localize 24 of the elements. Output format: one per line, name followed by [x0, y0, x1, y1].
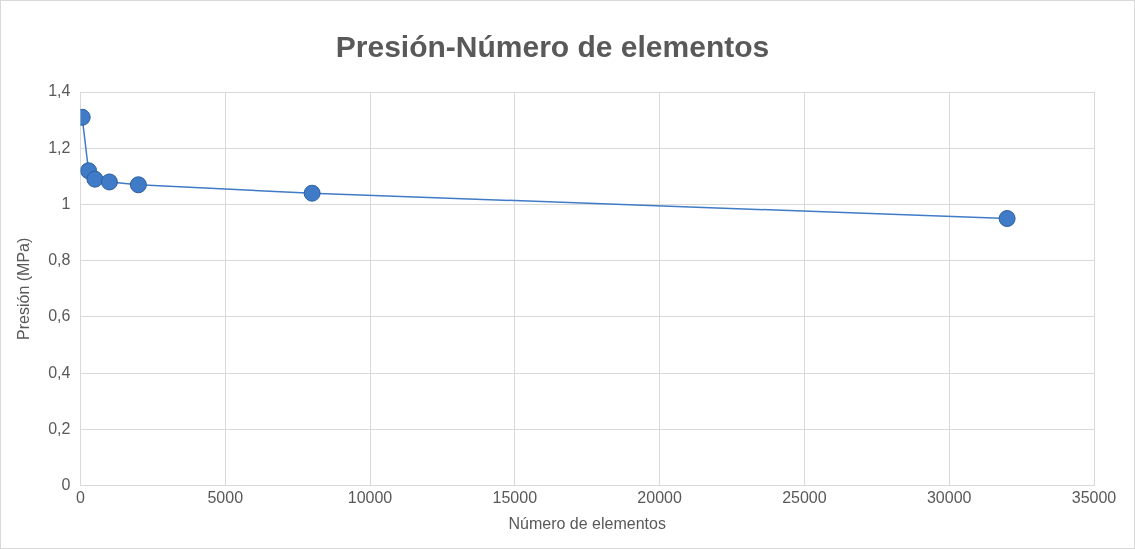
chart-title: Presión-Número de elementos	[335, 30, 770, 64]
point	[129, 176, 147, 194]
point	[100, 173, 118, 191]
y-tick-label: 0,8	[48, 251, 71, 269]
y-tick-label: 0	[61, 476, 71, 494]
y-tick-label: 0,6	[48, 307, 71, 325]
x-tick-label: 5000	[207, 488, 244, 506]
x-tick-label: 10000	[347, 488, 393, 506]
x-tick-label: 0	[75, 488, 85, 506]
x-tick-label: 25000	[782, 488, 827, 506]
y-tick-label: 1	[61, 194, 71, 212]
x-tick-label: 20000	[637, 488, 682, 506]
y-axis-title: Presión (MPa)	[15, 237, 33, 340]
x-axis-title: Número de elementos	[508, 514, 666, 532]
y-tick-label: 1,2	[48, 138, 71, 156]
x-tick-label: 15000	[492, 488, 538, 506]
x-tick-label: 30000	[926, 488, 972, 506]
y-tick-label: 0,4	[48, 363, 71, 381]
point	[998, 210, 1016, 228]
point	[303, 184, 321, 202]
y-tick-label: 1,4	[48, 82, 71, 100]
point	[86, 170, 104, 188]
x-tick-label: 35000	[1071, 488, 1117, 506]
y-tick-label: 0,2	[48, 419, 71, 437]
